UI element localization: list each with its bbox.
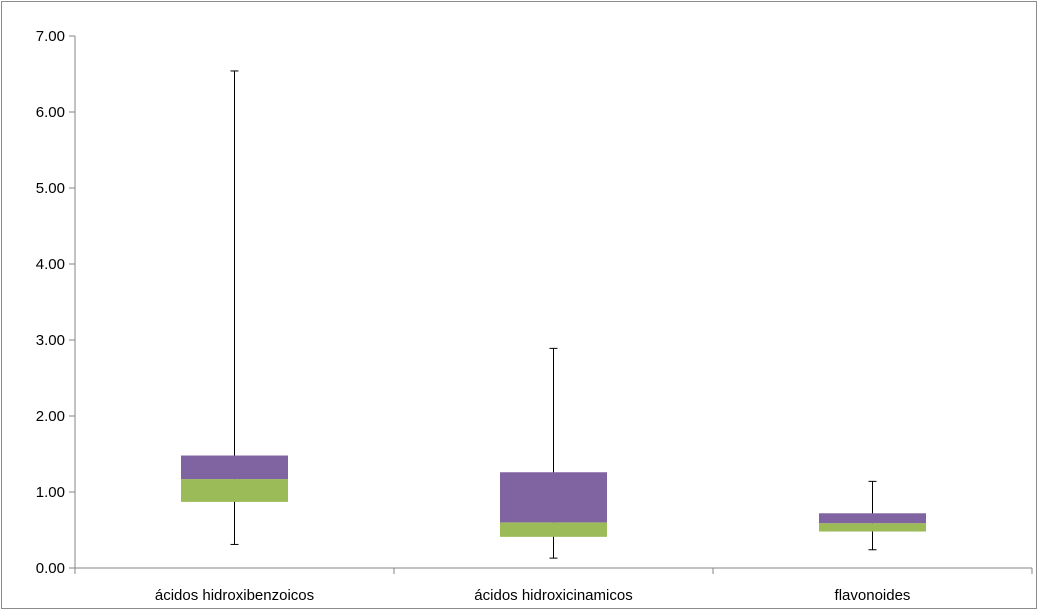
y-tick-label: 7.00 <box>36 28 65 45</box>
category-label: flavonoides <box>835 587 911 604</box>
category-label: ácidos hidroxibenzoicos <box>155 587 314 604</box>
upper-box <box>500 472 607 523</box>
y-tick-label: 6.00 <box>36 104 65 121</box>
y-tick-label: 1.00 <box>36 484 65 501</box>
y-tick-label: 2.00 <box>36 408 65 425</box>
lower-box <box>500 522 607 537</box>
y-tick-label: 0.00 <box>36 560 65 577</box>
lower-box <box>819 523 926 532</box>
y-tick-label: 5.00 <box>36 180 65 197</box>
axes <box>69 35 1033 574</box>
upper-box <box>819 513 926 524</box>
boxes <box>181 455 926 537</box>
category-label: ácidos hidroxicinamicos <box>474 587 632 604</box>
lower-box <box>181 479 288 502</box>
y-tick-label: 3.00 <box>36 332 65 349</box>
y-tick-label: 4.00 <box>36 256 65 273</box>
labels: 0.00 1.00 2.00 3.00 4.00 5.00 6.00 7.00 ácidos h… <box>36 28 911 604</box>
upper-box <box>181 455 288 480</box>
